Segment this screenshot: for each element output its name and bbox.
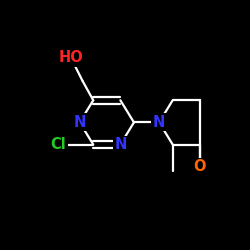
Text: N: N — [153, 115, 165, 130]
Text: Cl: Cl — [50, 137, 66, 152]
Text: N: N — [114, 137, 126, 152]
Text: O: O — [194, 159, 206, 174]
Text: N: N — [74, 115, 86, 130]
Text: HO: HO — [58, 50, 83, 66]
